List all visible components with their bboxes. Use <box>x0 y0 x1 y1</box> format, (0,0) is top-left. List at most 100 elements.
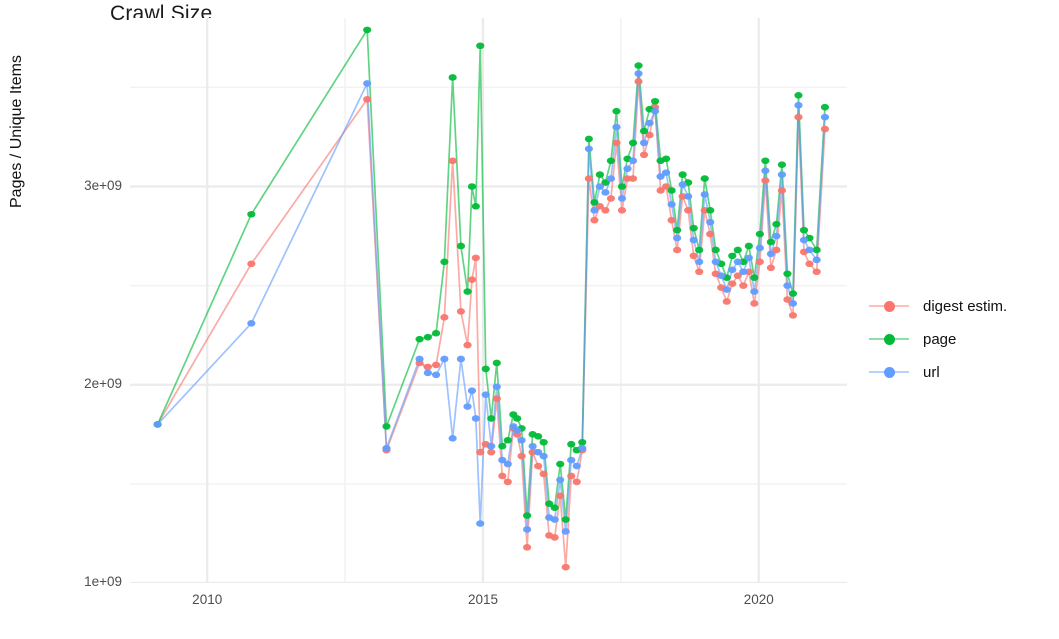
legend-dot <box>884 367 895 378</box>
line-dot-marker-icon <box>869 296 909 316</box>
data-point <box>777 171 787 178</box>
data-point <box>755 244 764 252</box>
data-point <box>772 232 781 240</box>
data-point <box>739 268 748 276</box>
data-point <box>567 472 576 480</box>
data-point <box>567 440 576 448</box>
data-point <box>550 516 559 523</box>
data-point <box>766 264 775 272</box>
series-line-0 <box>156 80 826 568</box>
data-point <box>617 207 627 214</box>
plot-panel <box>130 18 847 583</box>
data-point <box>799 226 809 234</box>
data-point <box>572 462 581 470</box>
x-tick-label: 2020 <box>743 592 774 607</box>
data-point <box>777 161 787 168</box>
data-point <box>487 415 496 422</box>
data-point <box>448 157 457 165</box>
data-point <box>363 95 372 103</box>
data-point <box>684 193 693 200</box>
data-point <box>481 365 490 373</box>
data-point <box>684 207 693 214</box>
data-point <box>467 276 477 283</box>
data-point <box>503 436 512 444</box>
data-point <box>456 355 466 363</box>
data-point <box>628 175 638 182</box>
data-point <box>812 256 821 264</box>
data-point <box>432 371 441 379</box>
data-point <box>561 528 570 535</box>
data-point <box>432 361 441 369</box>
legend-label: url <box>923 363 940 381</box>
data-point <box>382 423 391 430</box>
legend-label: digest estim. <box>923 297 1008 315</box>
data-point <box>673 234 682 242</box>
data-point <box>476 520 485 527</box>
data-point <box>534 448 543 456</box>
data-point <box>606 195 616 202</box>
data-point <box>623 165 632 172</box>
data-point <box>689 252 698 260</box>
data-point <box>739 282 748 289</box>
data-point <box>561 516 570 523</box>
data-point <box>448 74 457 81</box>
y-axis-tick-labels: 1e+09 2e+09 3e+09 <box>30 0 122 639</box>
data-point <box>487 448 496 456</box>
data-point <box>656 173 665 180</box>
legend-label: page <box>923 330 957 348</box>
data-point <box>432 329 441 337</box>
data-point <box>766 238 775 246</box>
data-point <box>595 183 605 190</box>
data-point <box>528 442 537 450</box>
data-point <box>761 167 770 174</box>
data-point <box>463 403 472 410</box>
data-point <box>755 258 764 266</box>
legend-item-digest-estim-[interactable]: digest estim. <box>869 296 1007 316</box>
data-point <box>695 268 704 276</box>
data-point <box>463 341 472 349</box>
line-dot-marker-icon <box>869 329 909 349</box>
data-point <box>556 460 565 468</box>
data-point <box>812 268 821 276</box>
data-point <box>722 298 731 305</box>
data-point <box>673 226 682 234</box>
data-point <box>612 123 621 131</box>
data-point <box>711 246 720 254</box>
data-point <box>812 246 821 254</box>
data-point <box>492 395 501 402</box>
data-point <box>567 456 576 464</box>
data-point <box>595 171 605 178</box>
data-point <box>467 183 477 190</box>
data-point <box>678 171 687 178</box>
y-tick-label: 3e+09 <box>84 177 122 193</box>
data-point <box>463 288 472 295</box>
data-point <box>711 258 720 266</box>
data-point <box>667 216 676 224</box>
data-point <box>667 201 676 208</box>
data-point <box>634 78 643 85</box>
data-point <box>606 157 616 165</box>
legend-item-url[interactable]: url <box>869 362 1007 382</box>
data-point <box>590 199 599 206</box>
data-point <box>498 472 507 480</box>
data-point <box>700 175 709 182</box>
data-point <box>750 288 759 295</box>
data-point <box>476 448 485 456</box>
data-point <box>639 139 649 147</box>
data-point <box>628 157 638 165</box>
data-point <box>744 254 753 262</box>
data-point <box>639 151 649 159</box>
data-point <box>601 189 610 196</box>
data-point <box>476 42 485 50</box>
legend: digest estim. page url <box>869 296 1007 382</box>
data-point <box>523 544 532 551</box>
data-point <box>440 258 449 266</box>
legend-item-page[interactable]: page <box>869 329 1007 349</box>
data-point <box>617 195 627 202</box>
data-point <box>363 80 372 87</box>
data-point <box>601 179 610 186</box>
data-point <box>601 207 610 214</box>
legend-dot <box>884 334 895 345</box>
data-point <box>783 270 792 278</box>
